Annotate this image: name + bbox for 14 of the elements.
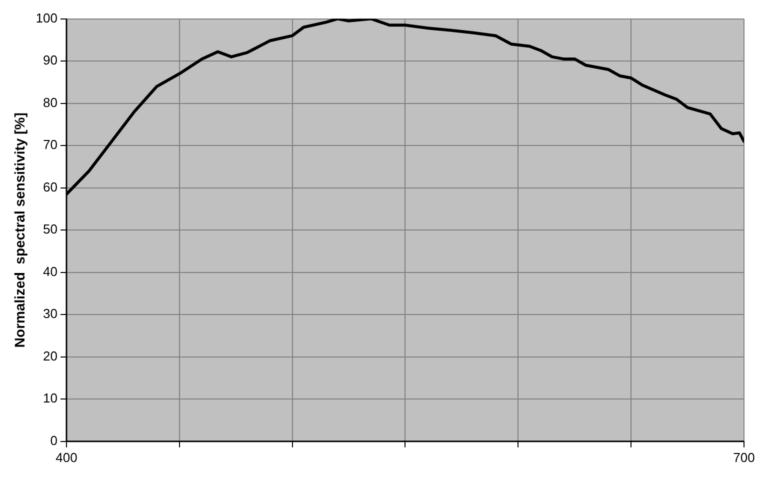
y-tick-label: 10 bbox=[43, 390, 58, 406]
y-tick-label: 90 bbox=[43, 52, 58, 68]
x-tick-label: 700 bbox=[733, 450, 755, 465]
y-tick-label: 50 bbox=[43, 222, 58, 237]
y-tick-label: 100 bbox=[36, 10, 58, 26]
y-axis-title: Normalized spectral sensitivity [%] bbox=[11, 112, 28, 348]
y-tick-label: 80 bbox=[43, 94, 58, 110]
y-tick-label: 0 bbox=[50, 432, 58, 448]
y-tick-label: 60 bbox=[43, 179, 58, 194]
y-tick-label: 40 bbox=[43, 264, 58, 279]
y-tick-label: 20 bbox=[43, 348, 58, 364]
x-tick-label: 400 bbox=[56, 450, 78, 465]
y-tick-label: 70 bbox=[43, 137, 58, 152]
y-tick-label: 30 bbox=[43, 306, 58, 322]
